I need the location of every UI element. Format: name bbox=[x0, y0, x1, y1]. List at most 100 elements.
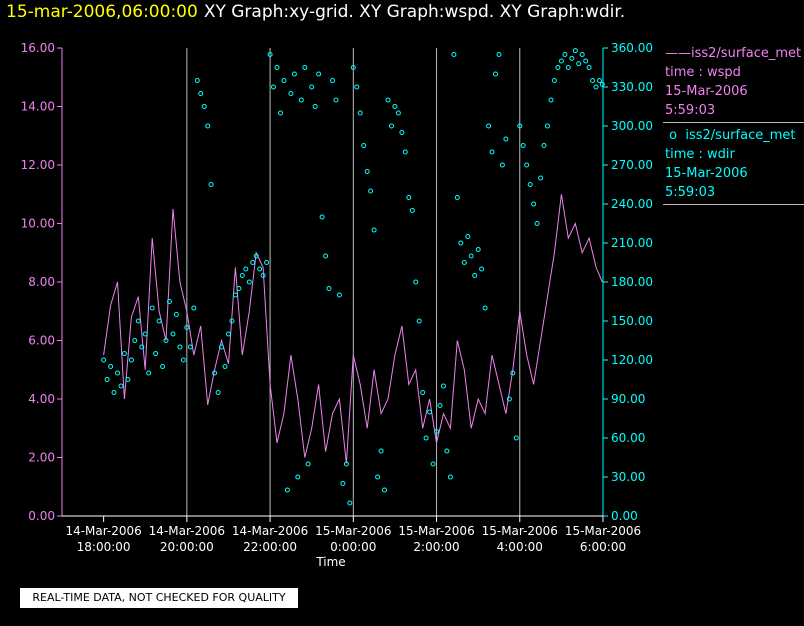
right-tick-label: 90.00 bbox=[611, 392, 645, 406]
wdir-point bbox=[350, 65, 356, 70]
wdir-point bbox=[406, 195, 412, 200]
wdir-point bbox=[149, 305, 155, 311]
wdir-point bbox=[271, 84, 276, 90]
header-timestamp: 15-mar-2006,06:00:00 bbox=[6, 2, 198, 22]
wspd-series bbox=[103, 194, 603, 464]
wdir-point bbox=[551, 78, 557, 83]
wdir-point bbox=[513, 435, 519, 441]
wdir-point bbox=[499, 162, 505, 168]
axes bbox=[57, 47, 608, 522]
wdir-point bbox=[503, 136, 509, 142]
x-tick-label-date: 14-Mar-2006 bbox=[65, 524, 141, 538]
wdir-point bbox=[319, 214, 325, 220]
wdir-point bbox=[278, 110, 283, 116]
wdir-point bbox=[253, 253, 259, 259]
wdir-point bbox=[198, 91, 204, 96]
wdir-point bbox=[368, 188, 374, 194]
legend-divider-bottom bbox=[663, 204, 804, 205]
wdir-point bbox=[395, 110, 401, 116]
wdir-point bbox=[267, 52, 273, 57]
wdir-point bbox=[461, 260, 467, 265]
wdir-point bbox=[517, 123, 523, 129]
x-tick-label-time: 18:00:00 bbox=[77, 540, 131, 554]
wdir-point bbox=[572, 48, 578, 54]
wdir-point bbox=[170, 331, 176, 337]
right-tick-label: 330.00 bbox=[611, 80, 653, 94]
wdir-point bbox=[281, 78, 287, 83]
wdir-point bbox=[447, 474, 453, 480]
wdir-point bbox=[347, 500, 353, 506]
grid-lines bbox=[186, 48, 521, 516]
x-tick-label-time: 22:00:00 bbox=[243, 540, 297, 554]
x-tick-label-time: 2:00:00 bbox=[413, 540, 459, 554]
wdir-point bbox=[392, 104, 398, 109]
tick-labels: 14-Mar-2006 18:00:00 14-Mar-2006 20:00:00 14… bbox=[21, 41, 653, 554]
wdir-point bbox=[135, 318, 141, 324]
legend-wdir-line1: time : wdir bbox=[665, 147, 735, 162]
wdir-point bbox=[545, 123, 550, 129]
wdir-point bbox=[586, 65, 592, 70]
wdir-point bbox=[371, 227, 377, 233]
wdir-point bbox=[139, 344, 145, 350]
wdir-point bbox=[590, 78, 596, 83]
left-tick-label: 10.00 bbox=[21, 217, 55, 231]
wdir-point bbox=[295, 474, 301, 480]
wdir-point bbox=[284, 487, 290, 493]
wdir-point bbox=[548, 97, 554, 103]
wdir-point bbox=[160, 364, 166, 369]
wdir-point bbox=[111, 390, 117, 395]
wdir-point bbox=[565, 65, 571, 70]
wdir-point bbox=[593, 84, 599, 90]
wdir-point bbox=[323, 253, 329, 259]
wdir-point bbox=[236, 286, 242, 291]
wdir-point bbox=[222, 364, 228, 369]
legend-wspd-line1: time : wspd bbox=[665, 65, 741, 80]
wdir-point bbox=[177, 344, 183, 350]
wdir-point bbox=[173, 312, 179, 317]
wdir-point bbox=[489, 149, 495, 155]
wdir-point bbox=[475, 247, 481, 252]
right-tick-label: 240.00 bbox=[611, 197, 653, 211]
wdir-point bbox=[558, 58, 564, 64]
wdir-point bbox=[375, 474, 381, 480]
wdir-point bbox=[569, 55, 575, 61]
wdir-point bbox=[212, 370, 218, 376]
wdir-point bbox=[232, 292, 238, 298]
wdir-point bbox=[153, 351, 159, 356]
wdir-point bbox=[336, 292, 342, 298]
wdir-point bbox=[226, 331, 231, 337]
wdir-point bbox=[291, 71, 297, 77]
left-tick-label: 4.00 bbox=[28, 392, 55, 406]
wdir-series bbox=[101, 48, 605, 506]
wdir-point bbox=[309, 84, 315, 90]
wdir-point bbox=[364, 169, 370, 174]
wdir-point bbox=[312, 104, 318, 109]
wdir-point bbox=[361, 143, 367, 148]
legend-wspd-line2: 15-Mar-2006 bbox=[665, 84, 748, 99]
wdir-point bbox=[399, 130, 405, 135]
wdir-point bbox=[260, 273, 266, 278]
wdir-point bbox=[599, 81, 605, 87]
wdir-point bbox=[104, 377, 110, 382]
x-tick-label-time: 6:00:00 bbox=[580, 540, 626, 554]
wdir-point bbox=[257, 266, 263, 272]
legend-marker-swatch: o bbox=[665, 128, 686, 143]
wdir-point bbox=[555, 65, 561, 70]
wspd-line bbox=[103, 194, 603, 464]
quality-notice: REAL-TIME DATA, NOT CHECKED FOR QUALITY bbox=[20, 588, 298, 608]
wdir-point bbox=[125, 377, 131, 382]
wdir-point bbox=[219, 344, 224, 350]
wdir-point bbox=[156, 318, 162, 324]
wdir-point bbox=[208, 182, 214, 187]
legend: ——iss2/surface_met time : wspd 15-Mar-20… bbox=[663, 44, 804, 208]
wdir-point bbox=[430, 461, 436, 467]
wdir-point bbox=[340, 481, 346, 486]
wdir-point bbox=[163, 338, 169, 343]
wdir-point bbox=[479, 266, 485, 272]
legend-wdir-series-row: o iss2/surface_met bbox=[665, 126, 804, 145]
wdir-point bbox=[187, 344, 193, 350]
right-tick-label: 0.00 bbox=[611, 509, 638, 523]
wdir-point bbox=[243, 266, 249, 272]
wdir-point bbox=[409, 208, 415, 213]
